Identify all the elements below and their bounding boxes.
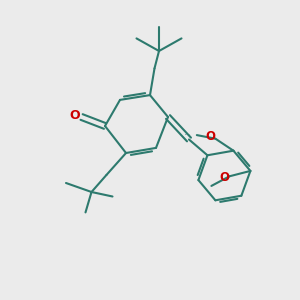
Text: O: O	[205, 130, 215, 143]
Text: methoxy: methoxy	[185, 134, 191, 135]
Text: O: O	[219, 171, 229, 184]
Text: O: O	[70, 109, 80, 122]
